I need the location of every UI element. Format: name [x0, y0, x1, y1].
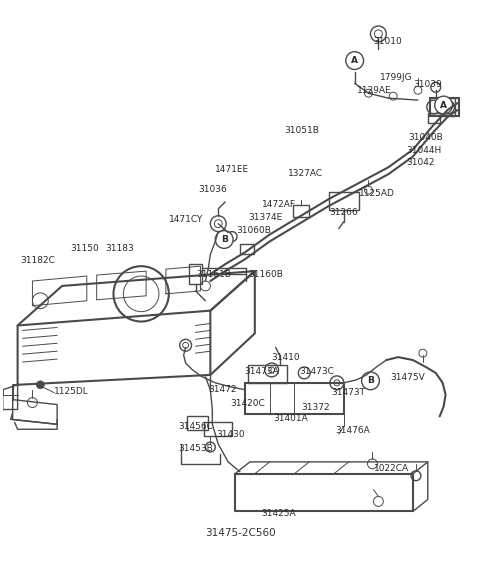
Text: 31160B: 31160B — [248, 270, 283, 279]
Text: 31476A: 31476A — [335, 427, 370, 436]
Text: 1129AE: 1129AE — [357, 87, 391, 96]
Text: 1471CY: 1471CY — [169, 215, 203, 224]
Text: 31425A: 31425A — [262, 509, 296, 518]
Text: 31183: 31183 — [106, 244, 134, 253]
Bar — [329, 192, 359, 210]
Text: 1022CA: 1022CA — [374, 464, 409, 473]
Text: 31372: 31372 — [301, 402, 330, 411]
Circle shape — [216, 230, 233, 248]
Text: 31182C: 31182C — [21, 256, 56, 265]
Bar — [189, 264, 203, 284]
Text: B: B — [367, 377, 374, 386]
Text: 1471EE: 1471EE — [216, 165, 250, 174]
Text: 1327AC: 1327AC — [288, 169, 324, 178]
Text: 31472: 31472 — [208, 385, 237, 394]
Text: 1799JG: 1799JG — [380, 74, 413, 83]
Text: 31051B: 31051B — [285, 126, 319, 135]
Text: 31060B: 31060B — [236, 226, 271, 235]
Text: 31042: 31042 — [406, 158, 434, 167]
Text: 31161B: 31161B — [196, 270, 231, 279]
Text: 31420C: 31420C — [230, 398, 265, 407]
Circle shape — [36, 381, 44, 389]
Bar — [204, 423, 232, 436]
Circle shape — [346, 52, 363, 70]
Circle shape — [361, 372, 379, 389]
Bar — [442, 98, 456, 116]
Text: 31044H: 31044H — [406, 146, 441, 155]
Circle shape — [435, 96, 453, 114]
Text: B: B — [221, 235, 228, 244]
Text: 31266: 31266 — [329, 208, 358, 217]
Text: 31473C: 31473C — [300, 367, 334, 376]
Text: 31010: 31010 — [373, 37, 402, 46]
Bar — [240, 244, 254, 255]
Text: 31150: 31150 — [70, 244, 99, 253]
Text: 31475-2C560: 31475-2C560 — [204, 528, 276, 538]
Text: 31036: 31036 — [199, 185, 227, 194]
Text: 31040B: 31040B — [408, 133, 443, 142]
Bar — [187, 416, 208, 430]
Text: 1125AD: 1125AD — [359, 189, 395, 198]
Text: 31473T: 31473T — [331, 388, 365, 397]
Text: 31456C: 31456C — [179, 423, 214, 432]
Text: 31453B: 31453B — [179, 444, 214, 453]
Text: 31430: 31430 — [216, 430, 245, 439]
Text: 31410: 31410 — [272, 353, 300, 362]
Bar — [430, 98, 459, 116]
Bar — [293, 205, 309, 217]
Bar — [245, 383, 344, 414]
Text: 1125DL: 1125DL — [54, 387, 89, 396]
Text: A: A — [351, 56, 358, 65]
Bar — [428, 113, 440, 123]
Text: 31039: 31039 — [413, 80, 442, 89]
Text: 31475V: 31475V — [390, 373, 425, 382]
Text: 1472AF: 1472AF — [262, 200, 296, 209]
Text: 31401A: 31401A — [274, 414, 308, 423]
Text: 31374E: 31374E — [248, 213, 282, 222]
Text: A: A — [440, 101, 447, 110]
Bar — [248, 365, 288, 383]
Text: 31473A: 31473A — [244, 367, 279, 376]
